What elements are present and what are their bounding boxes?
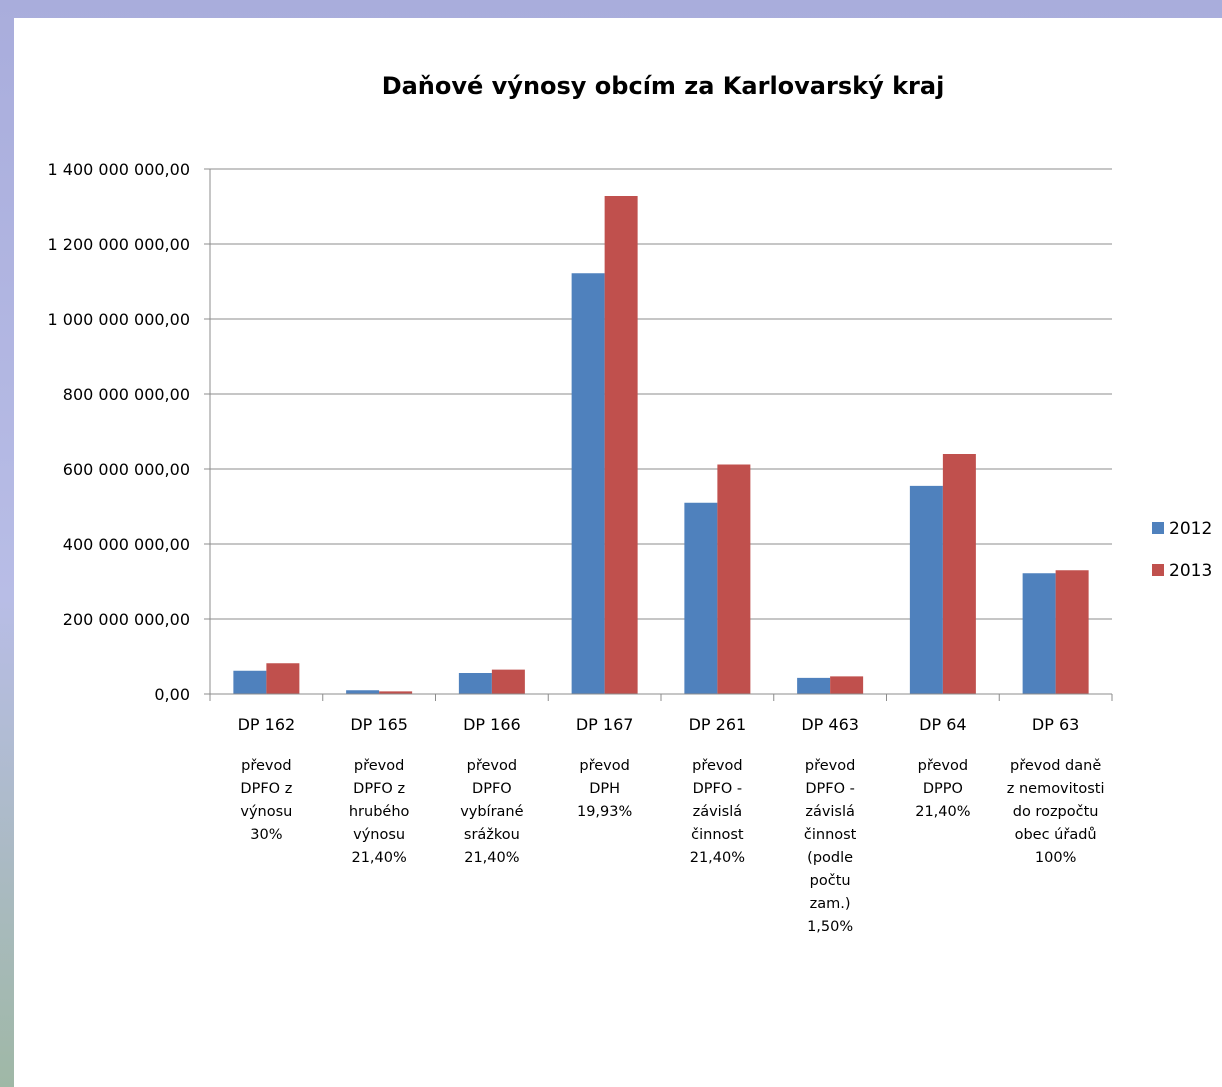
bar-2012-0 <box>233 670 267 694</box>
category-description-line: srážkou <box>464 827 520 843</box>
category-description-line: převod <box>918 758 968 774</box>
y-tick-label: 1 400 000 000,00 <box>48 160 191 179</box>
y-tick-label: 1 000 000 000,00 <box>48 310 191 329</box>
bar-2013-1 <box>379 691 413 694</box>
category-description-line: obec úřadů <box>1015 827 1097 843</box>
legend: 2012 2013 <box>1152 519 1212 581</box>
category-description-line: do rozpočtu <box>1013 804 1099 820</box>
category-description-line: převod <box>692 758 742 774</box>
category-description-line: závislá <box>693 804 743 820</box>
category-code: DP 165 <box>350 715 408 734</box>
category-description-line: závislá <box>805 804 855 820</box>
bar-2013-5 <box>830 676 864 694</box>
category-description-line: 21,40% <box>464 850 519 866</box>
chart-title: Daňové výnosy obcím za Karlovarský kraj <box>382 72 945 100</box>
bar-2012-1 <box>346 690 380 694</box>
legend-label-2013: 2013 <box>1169 561 1212 581</box>
category-code: DP 63 <box>1032 715 1079 734</box>
bar-2013-4 <box>717 464 751 694</box>
category-description-line: převod <box>579 758 629 774</box>
bar-2012-2 <box>458 673 492 694</box>
category-description-line: DPH <box>589 781 620 797</box>
y-tick-label: 600 000 000,00 <box>63 460 190 479</box>
bar-2012-4 <box>684 502 718 694</box>
category-description-line: 1,50% <box>807 919 853 935</box>
bars <box>233 196 1089 694</box>
y-tick-label: 800 000 000,00 <box>63 385 190 404</box>
y-tick-label: 1 200 000 000,00 <box>48 235 191 254</box>
category-code: DP 166 <box>463 715 521 734</box>
bar-2013-2 <box>491 669 525 694</box>
category-description-line: zam.) <box>810 896 851 912</box>
bar-2012-7 <box>1022 573 1056 694</box>
bar-2012-3 <box>571 273 605 694</box>
y-axis-ticks: 0,00 200 000 000,00 400 000 000,00 600 000 … <box>48 160 191 704</box>
bar-2013-7 <box>1055 570 1089 694</box>
category-description-line: převod <box>354 758 404 774</box>
category-description-line: DPFO - <box>805 781 855 797</box>
category-description-line: převod <box>467 758 517 774</box>
category-description-line: 30% <box>250 827 282 843</box>
category-description-line: 21,40% <box>915 804 970 820</box>
bar-2012-6 <box>909 485 943 694</box>
category-description-line: převod <box>805 758 855 774</box>
legend-swatch-2013 <box>1152 564 1164 576</box>
bar-2012-5 <box>797 677 831 694</box>
y-tick-label: 200 000 000,00 <box>63 610 190 629</box>
category-code: DP 463 <box>801 715 859 734</box>
category-description-line: výnosu <box>240 804 292 820</box>
category-code: DP 162 <box>238 715 296 734</box>
category-code: DP 64 <box>919 715 966 734</box>
category-description-line: z nemovitosti <box>1007 781 1105 797</box>
legend-label-2012: 2012 <box>1169 519 1212 539</box>
category-description-line: hrubého <box>349 804 410 820</box>
category-description-line: (podle <box>807 850 853 866</box>
category-description-line: 19,93% <box>577 804 632 820</box>
category-description-line: DPFO <box>472 781 512 797</box>
category-description-line: počtu <box>810 873 851 889</box>
category-code: DP 167 <box>576 715 634 734</box>
category-description-line: vybírané <box>460 804 523 820</box>
category-description-line: DPFO - <box>693 781 743 797</box>
category-description-line: 21,40% <box>690 850 745 866</box>
y-tick-label: 0,00 <box>154 685 190 704</box>
legend-swatch-2012 <box>1152 522 1164 534</box>
category-description-line: převod daně <box>1010 758 1101 774</box>
category-description-line: DPFO z <box>353 781 405 797</box>
bar-2013-3 <box>604 196 638 694</box>
x-axis <box>209 169 1113 701</box>
category-description-line: DPPO <box>923 781 963 797</box>
category-labels: DP 162 převod DPFO z výnosu 30% DP 165 převod D… <box>238 715 1105 935</box>
category-code: DP 261 <box>689 715 747 734</box>
category-description-line: DPFO z <box>240 781 292 797</box>
y-tick-label: 400 000 000,00 <box>63 535 190 554</box>
category-description-line: 100% <box>1035 850 1076 866</box>
category-description-line: převod <box>241 758 291 774</box>
category-description-line: činnost <box>691 827 744 843</box>
bar-2013-0 <box>266 663 300 694</box>
category-description-line: výnosu <box>353 827 405 843</box>
bar-2013-6 <box>942 454 976 694</box>
category-description-line: činnost <box>804 827 857 843</box>
category-description-line: 21,40% <box>351 850 406 866</box>
